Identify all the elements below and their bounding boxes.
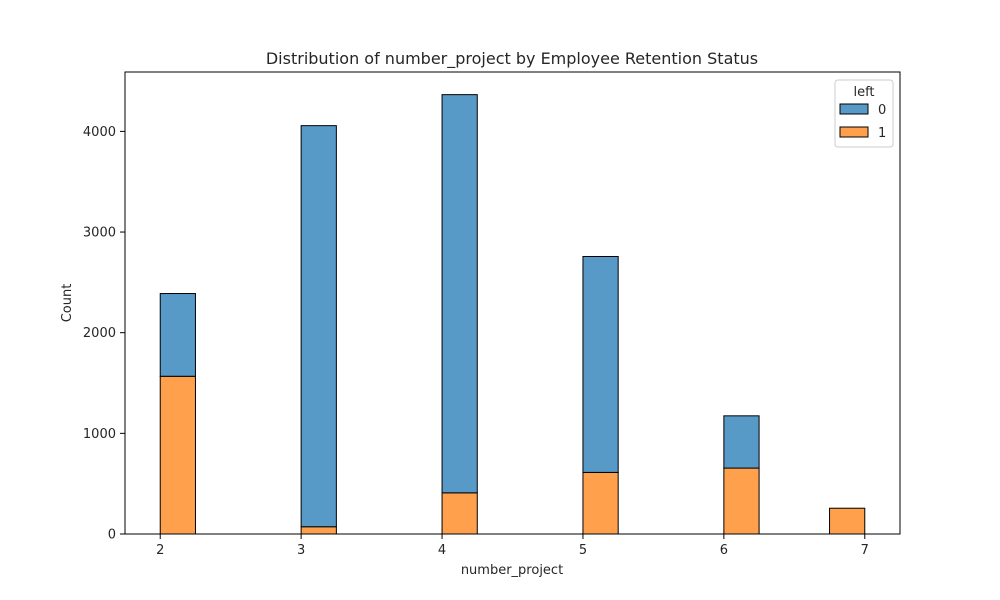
y-axis-ticks: 0 1000 2000 3000 4000 [83, 125, 125, 543]
bar-0-4 [441, 94, 478, 494]
legend-swatch-0 [839, 103, 869, 115]
x-tick-label: 7 [861, 543, 869, 558]
bars [159, 94, 866, 535]
x-tick-label: 6 [720, 543, 728, 558]
y-tick-label: 0 [108, 528, 116, 543]
legend-label-0: 0 [878, 103, 886, 118]
bar-1-3 [300, 526, 337, 535]
y-tick-label: 1000 [83, 427, 116, 442]
y-tick-label: 2000 [83, 326, 116, 341]
bar-0-6 [723, 415, 760, 469]
bar-0-5 [582, 255, 619, 473]
x-axis-ticks: 2 3 4 5 6 7 [156, 534, 869, 558]
bar-1-4 [441, 492, 478, 535]
bar-1-2 [159, 375, 196, 535]
x-axis-title: number_project [461, 563, 563, 578]
legend-swatch-1 [839, 126, 869, 138]
x-tick-label: 5 [579, 543, 587, 558]
bar-1-5 [582, 471, 619, 535]
y-tick-label: 4000 [83, 125, 116, 140]
x-tick-label: 4 [438, 543, 446, 558]
chart-title: Distribution of number_project by Employ… [266, 49, 758, 69]
bar-1-7 [829, 507, 866, 535]
bar-1-6 [723, 467, 760, 535]
bar-0-2 [159, 293, 196, 377]
legend-title: left [853, 85, 874, 100]
x-tick-label: 3 [297, 543, 305, 558]
plot-frame [124, 71, 901, 535]
legend: left 0 1 [834, 79, 894, 148]
legend-label-1: 1 [878, 126, 886, 141]
y-axis-title: Count [60, 284, 75, 323]
y-tick-label: 3000 [83, 226, 116, 241]
bar-0-3 [300, 125, 337, 528]
x-tick-label: 2 [156, 543, 164, 558]
